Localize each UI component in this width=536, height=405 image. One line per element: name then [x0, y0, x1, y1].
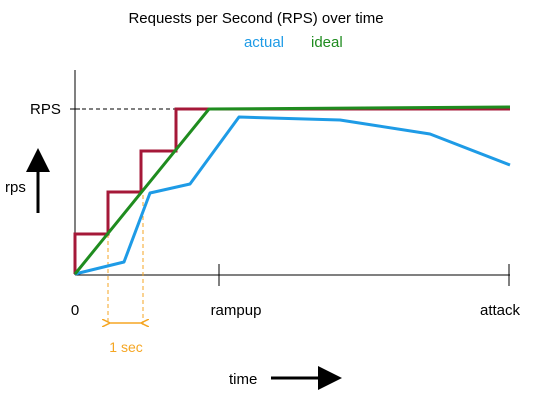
x-axis-label: time	[229, 371, 257, 388]
diagram-title: Requests per Second (RPS) over time	[128, 10, 383, 27]
y-axis-label: rps	[5, 179, 26, 196]
step-width-label: 1 sec	[109, 339, 142, 355]
rps-level-label: RPS	[30, 101, 61, 118]
legend-actual: actual	[244, 34, 284, 51]
legend-ideal: ideal	[311, 34, 343, 51]
attack-label: attack	[480, 302, 521, 319]
origin-label: 0	[71, 302, 79, 319]
actual-series-line	[74, 115, 511, 276]
ideal-series-line	[73, 105, 511, 275]
rampup-label: rampup	[211, 302, 262, 319]
